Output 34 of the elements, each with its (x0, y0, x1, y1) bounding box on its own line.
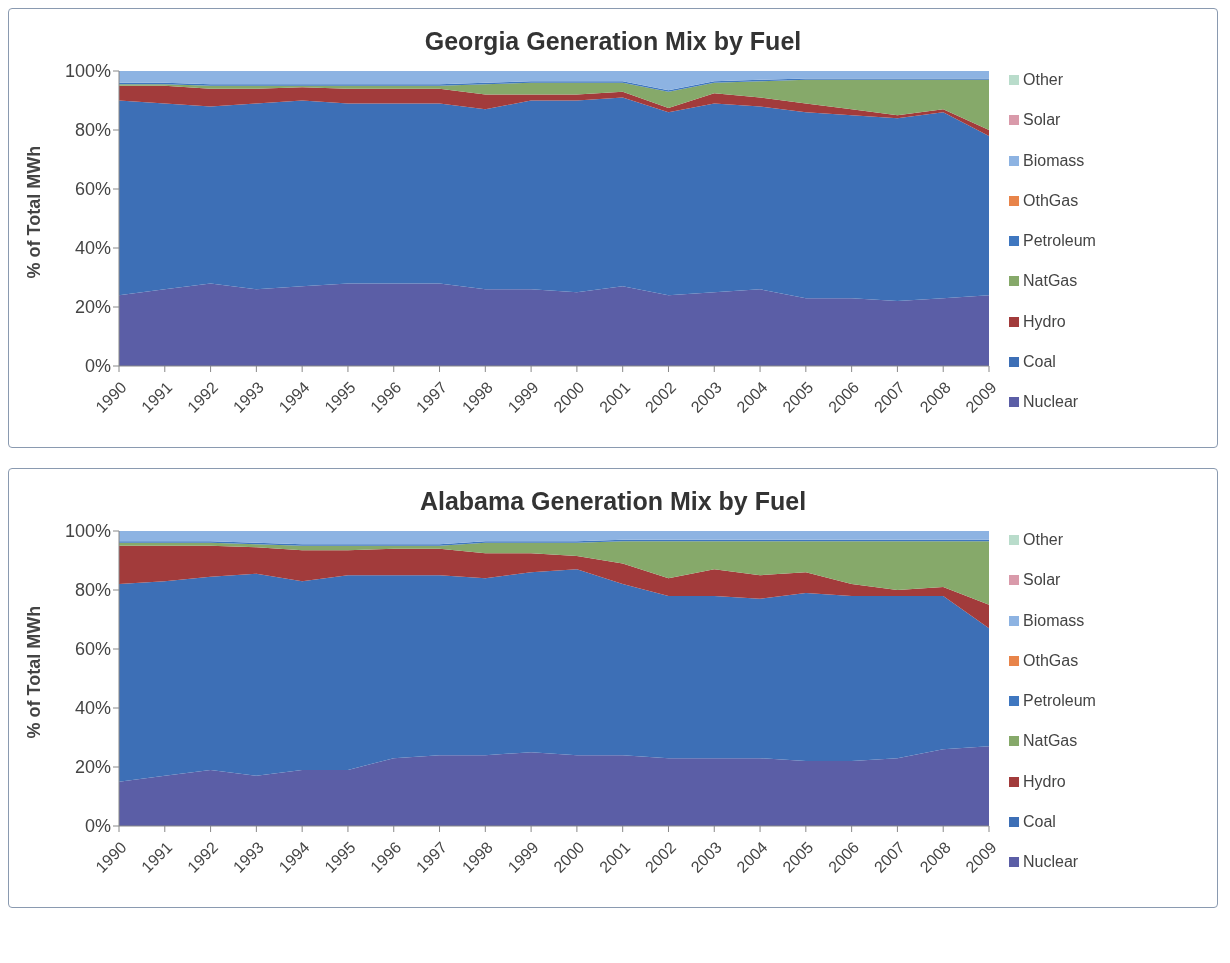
y-tick-label: 80% (74, 120, 111, 141)
legend-label: Nuclear (1023, 393, 1079, 411)
legend-label: NatGas (1023, 732, 1078, 751)
y-tick-label: 40% (74, 238, 111, 259)
y-tick-label: 20% (74, 297, 111, 318)
legend-label: Solar (1023, 111, 1061, 130)
y-tick-label: 60% (74, 179, 111, 200)
y-tick-label: 20% (74, 757, 111, 778)
legend-label: Solar (1023, 571, 1061, 590)
legend-label: Coal (1023, 352, 1056, 371)
legend-label: Other (1023, 71, 1064, 89)
legend-label: OthGas (1023, 191, 1079, 210)
legend-label: Coal (1023, 812, 1056, 831)
y-tick-label: 0% (84, 816, 111, 837)
y-tick-label: 100% (64, 61, 111, 82)
y-tick-label: 0% (84, 356, 111, 377)
y-axis-title: % of Total MWh (24, 145, 45, 279)
y-tick-label: 40% (74, 698, 111, 719)
chart-title: Alabama Generation Mix by Fuel (418, 487, 808, 517)
legend-label: OthGas (1023, 651, 1079, 670)
legend-label: Biomass (1023, 611, 1085, 630)
y-axis-title: % of Total MWh (24, 605, 45, 739)
y-tick-label: 100% (64, 521, 111, 542)
y-tick-label: 80% (74, 580, 111, 601)
legend-label: NatGas (1023, 272, 1078, 291)
legend-label: Nuclear (1023, 853, 1079, 871)
legend-label: Other (1023, 531, 1064, 549)
legend-label: Biomass (1023, 151, 1085, 170)
chart-title: Georgia Generation Mix by Fuel (423, 27, 803, 57)
legend-label: Petroleum (1023, 692, 1096, 710)
legend-label: Hydro (1023, 312, 1066, 331)
y-tick-label: 60% (74, 639, 111, 660)
legend-label: Hydro (1023, 772, 1066, 791)
legend-label: Petroleum (1023, 232, 1096, 250)
